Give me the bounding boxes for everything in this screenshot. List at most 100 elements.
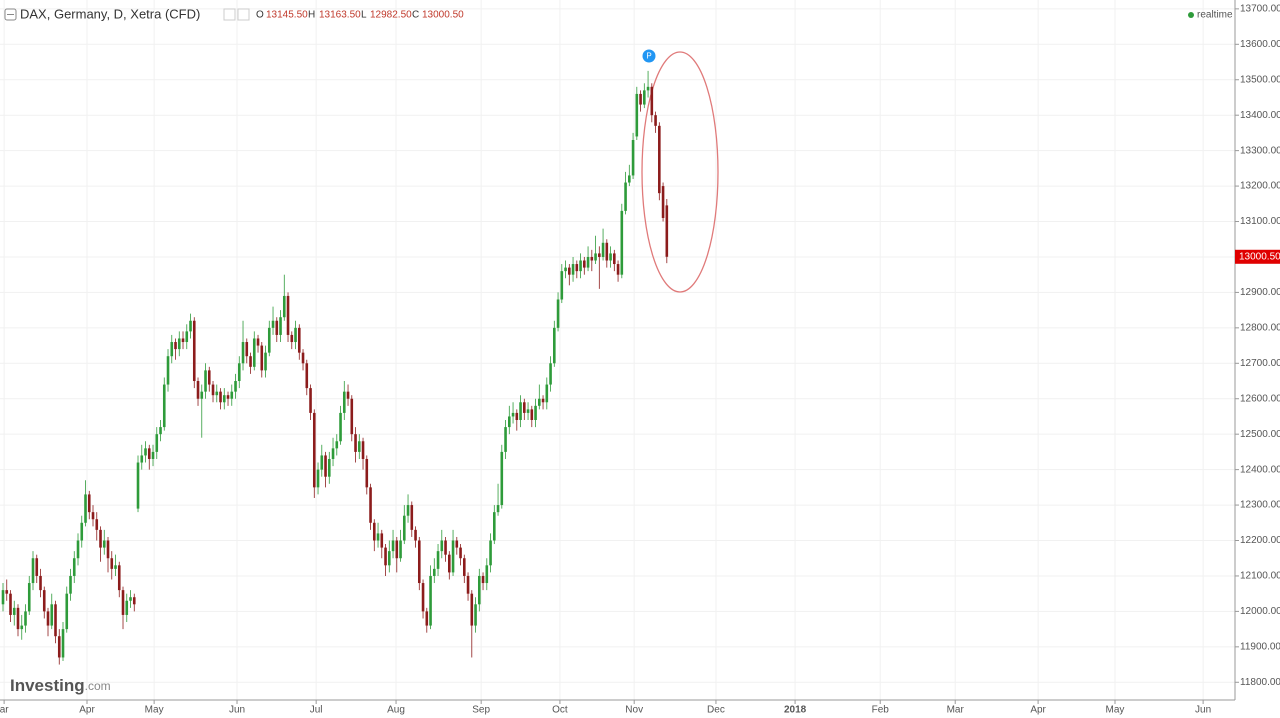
- candle-body: [121, 590, 125, 615]
- high-value: 13163.50: [319, 10, 361, 21]
- candle-body: [387, 551, 391, 566]
- x-tick-label: Jun: [229, 705, 245, 716]
- candle-body: [237, 363, 241, 382]
- x-tick-label: Jun: [1195, 705, 1211, 716]
- y-tick-label: 12600.00: [1240, 393, 1280, 404]
- candle-body: [594, 253, 597, 261]
- candle-body: [575, 264, 579, 272]
- candle-body: [654, 115, 657, 126]
- collapse-icon[interactable]: [4, 8, 17, 21]
- candle-body: [444, 540, 447, 555]
- candle-body: [451, 540, 455, 573]
- candle-body: [46, 611, 50, 626]
- x-tick-label: ar: [0, 705, 9, 716]
- candle-body: [354, 434, 357, 452]
- candle-body: [590, 256, 594, 261]
- candle-body: [661, 186, 665, 218]
- candle-body: [91, 512, 95, 520]
- candle-body: [628, 175, 631, 183]
- open-label: O: [256, 10, 264, 21]
- candle-body: [117, 565, 121, 591]
- candle-body: [275, 320, 279, 335]
- candles: [1, 70, 669, 665]
- candle-body: [526, 409, 530, 413]
- x-tick-label: May: [1106, 705, 1125, 716]
- y-tick-label: 13700.00: [1240, 4, 1280, 15]
- candle-body: [35, 558, 39, 576]
- candle-body: [316, 469, 320, 488]
- x-tick-label: Feb: [872, 705, 890, 716]
- candle-body: [357, 441, 361, 452]
- candle-body: [598, 253, 601, 257]
- candle-body: [335, 441, 339, 449]
- candle-body: [80, 522, 84, 541]
- candle-body: [1, 590, 5, 605]
- candle-body: [136, 462, 140, 509]
- candle-body: [69, 575, 72, 594]
- candle-body: [200, 391, 204, 399]
- candle-body: [560, 271, 564, 300]
- candle-body: [586, 256, 590, 268]
- candle-body: [174, 342, 177, 350]
- realtime-dot: [1188, 12, 1194, 18]
- candle-body: [650, 86, 654, 116]
- candle-body: [658, 125, 661, 194]
- candle-body: [27, 583, 31, 612]
- candle-body: [609, 253, 612, 261]
- candle-body: [297, 327, 301, 353]
- candle-body: [282, 295, 286, 318]
- candle-body: [249, 356, 252, 367]
- candle-body: [9, 593, 12, 615]
- candle-body: [459, 547, 462, 559]
- y-tick-label: 12900.00: [1240, 287, 1280, 298]
- candle-body: [447, 554, 451, 573]
- last-price-label: 13000.50: [1239, 251, 1280, 262]
- candle-body: [605, 242, 609, 261]
- marker-badge[interactable]: [642, 49, 656, 63]
- settings-icon[interactable]: [223, 8, 236, 21]
- candle-body: [583, 260, 586, 268]
- x-tick-label: Aug: [387, 705, 405, 716]
- candle-body: [493, 512, 496, 541]
- candle-body: [665, 205, 669, 257]
- x-tick-label: Apr: [1030, 705, 1046, 716]
- candle-body: [504, 427, 507, 452]
- candle-body: [110, 558, 114, 569]
- candle-body: [114, 565, 117, 569]
- close-value: 13000.50: [422, 10, 464, 21]
- candle-body: [556, 299, 560, 328]
- candle-body: [545, 384, 549, 403]
- y-tick-label: 13600.00: [1240, 39, 1280, 50]
- candle-body: [346, 391, 350, 399]
- y-tick-label: 12800.00: [1240, 322, 1280, 333]
- candle-body: [39, 575, 42, 591]
- x-tick-label: May: [145, 705, 164, 716]
- y-tick-label: 12100.00: [1240, 571, 1280, 582]
- candle-body: [402, 515, 406, 541]
- candle-body: [155, 434, 159, 452]
- candle-body: [204, 370, 207, 392]
- candle-body: [515, 412, 519, 420]
- candle-body: [256, 338, 260, 346]
- candle-body: [406, 505, 410, 516]
- x-tick-label: Apr: [79, 705, 95, 716]
- candle-body: [549, 363, 552, 385]
- candle-body: [324, 455, 327, 477]
- candle-body: [87, 494, 91, 513]
- candle-body: [564, 267, 567, 272]
- x-tick-label: Sep: [472, 705, 490, 716]
- candle-body: [635, 93, 639, 137]
- logo-suffix: .com: [85, 679, 111, 693]
- candle-body: [177, 338, 181, 350]
- candle-body: [16, 607, 20, 630]
- candle-body: [410, 505, 414, 530]
- candle-body: [613, 253, 616, 265]
- close-icon[interactable]: [237, 8, 250, 21]
- candle-body: [327, 458, 331, 477]
- candle-body: [455, 540, 459, 548]
- candle-body: [42, 590, 46, 612]
- candle-body: [54, 604, 57, 637]
- candle-body: [230, 391, 234, 399]
- candle-body: [196, 381, 200, 399]
